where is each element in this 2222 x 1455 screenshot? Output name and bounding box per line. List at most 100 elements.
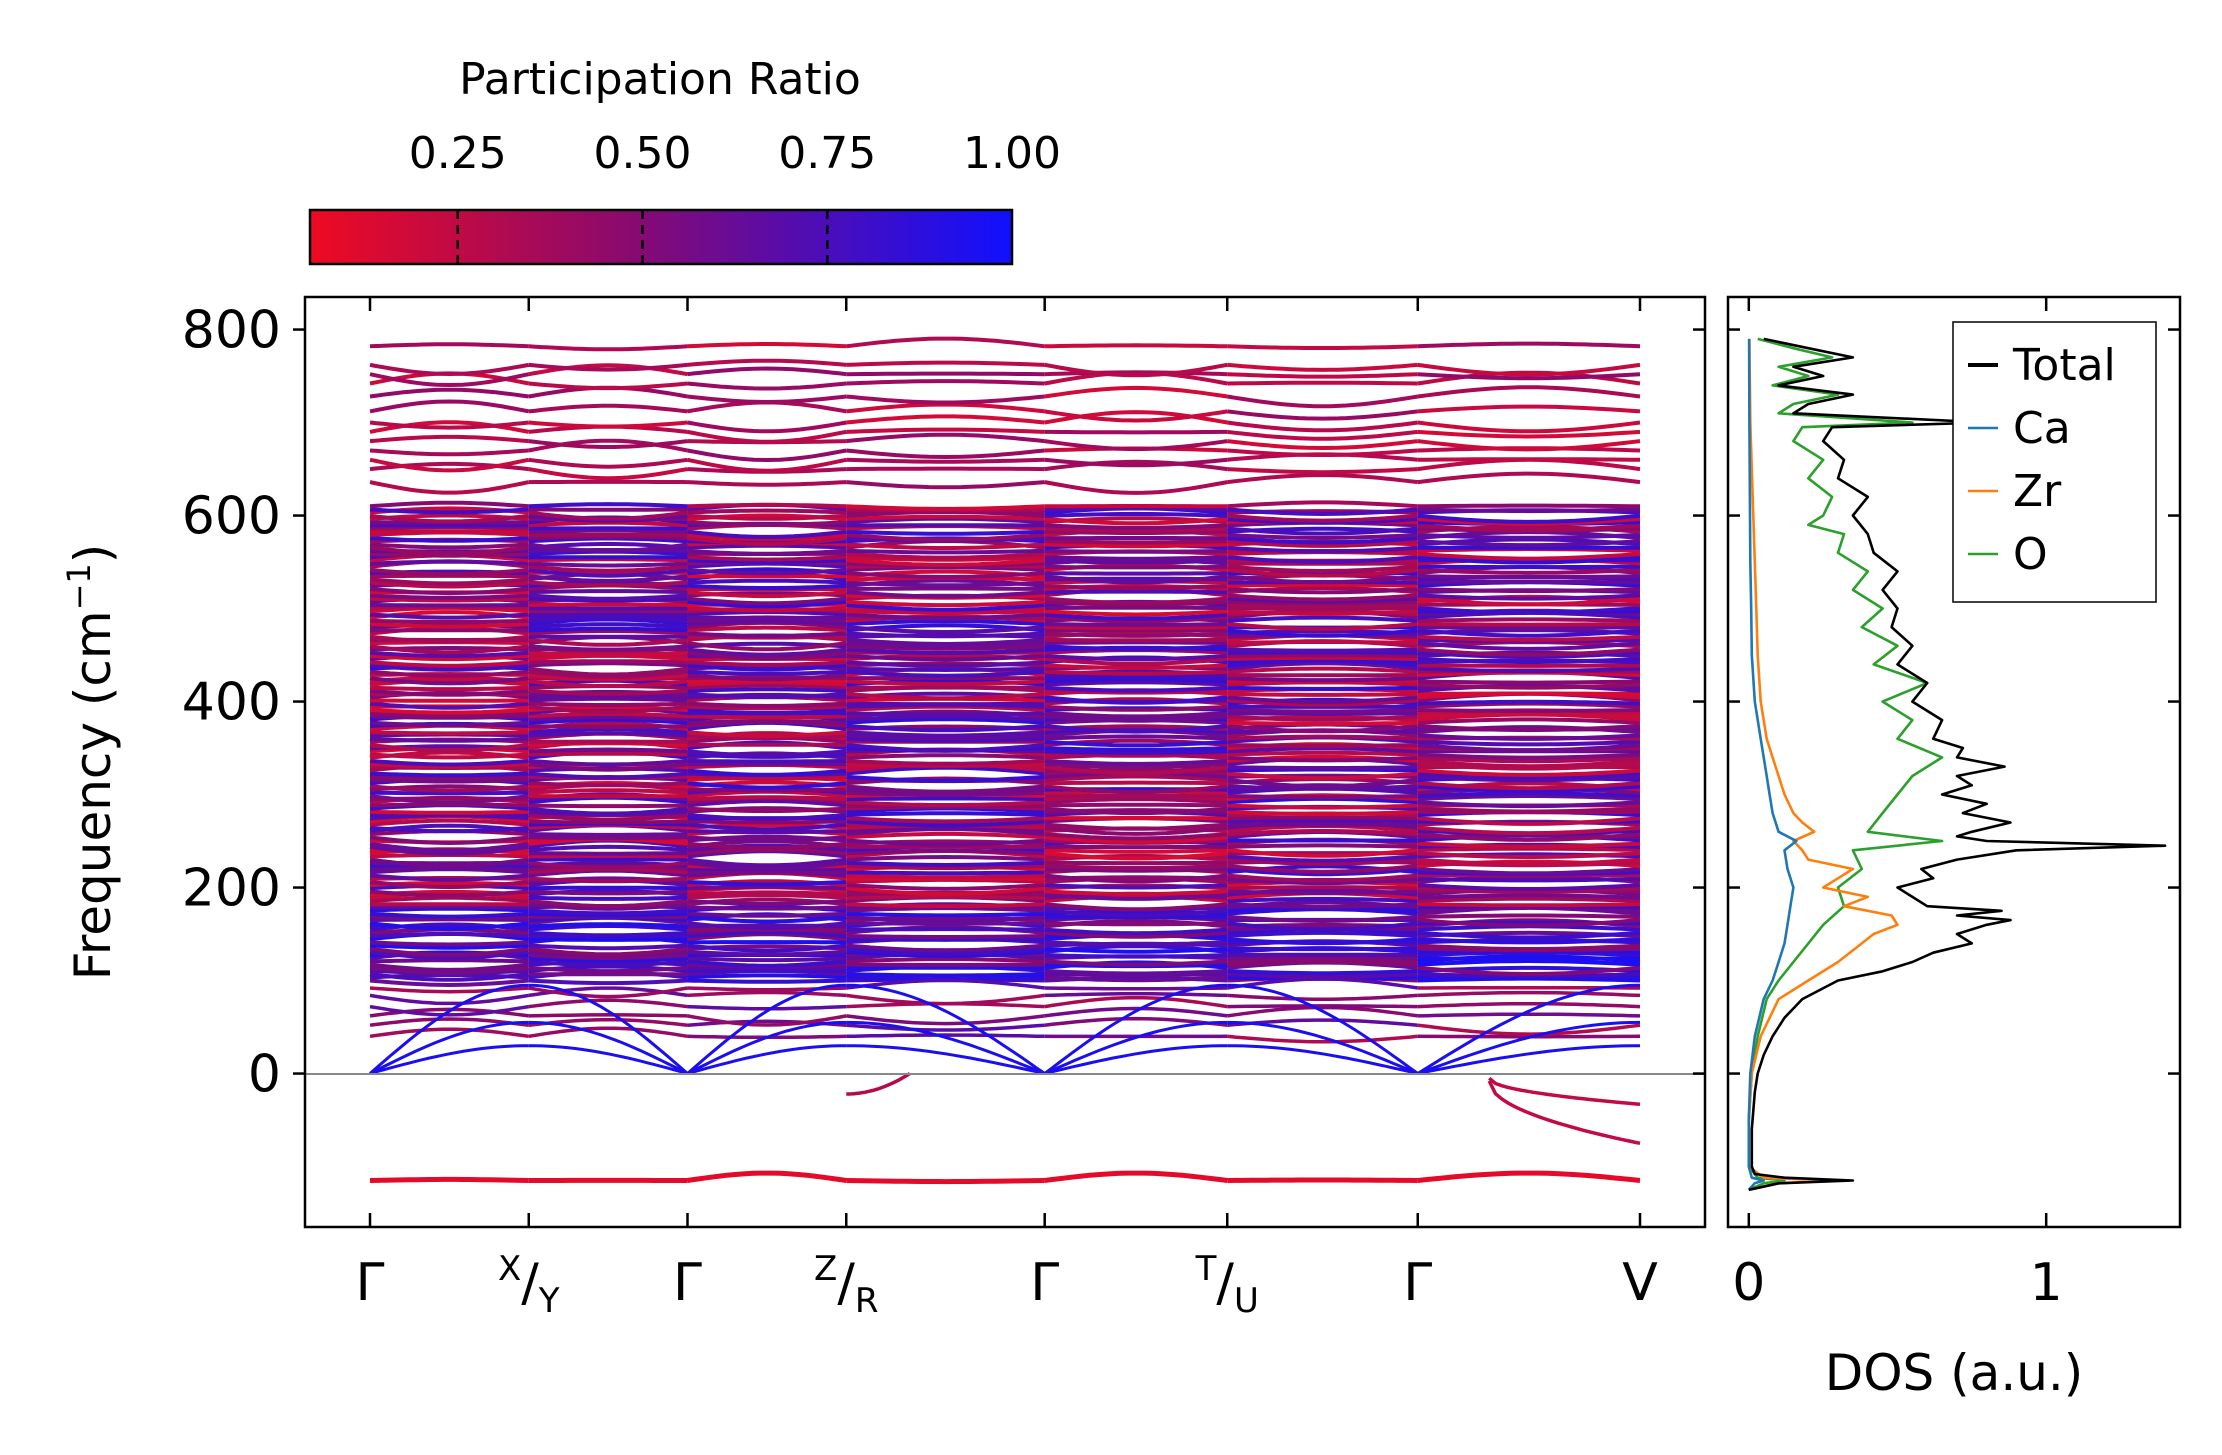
band-line (1044, 574, 1228, 585)
kpath-label-sep: / (521, 1253, 539, 1313)
band-line (369, 552, 529, 558)
band-line (369, 911, 529, 919)
band-line (528, 747, 688, 754)
y-tick-label: 400 (182, 673, 281, 733)
band-line (1417, 774, 1641, 783)
band-line (1044, 657, 1228, 666)
band-line (528, 528, 688, 534)
band-line (1417, 762, 1641, 771)
band-line (369, 663, 529, 672)
imaginary-mode (1417, 1170, 1641, 1183)
band-line (369, 736, 529, 743)
band-line (369, 602, 529, 608)
band-line (528, 467, 688, 481)
band-line (369, 676, 530, 686)
band-line (1227, 1004, 1418, 1009)
imaginary-mode (1227, 1177, 1418, 1183)
acoustic-band (846, 1044, 1046, 1075)
band-line (528, 589, 688, 595)
band-line (846, 906, 1045, 913)
band-line (1044, 609, 1228, 617)
band-line (846, 743, 1045, 753)
band-line (369, 873, 529, 882)
acoustic-band (369, 983, 529, 1075)
band-line (528, 457, 688, 469)
band-line (687, 683, 847, 690)
band-line (687, 758, 847, 764)
band-line (1417, 641, 1641, 651)
band-line (528, 781, 688, 788)
kpath-label-sup: X (498, 1249, 521, 1289)
band-line (846, 666, 1045, 673)
band-line (846, 612, 1045, 620)
band-line (687, 578, 847, 585)
band-line (846, 902, 1045, 909)
band-line (1417, 625, 1641, 630)
band-line (1417, 723, 1641, 733)
band-line (846, 641, 1045, 649)
y-tick-label: 200 (182, 859, 281, 919)
band-line (369, 596, 529, 603)
band-line (369, 771, 529, 778)
band-line (528, 661, 688, 668)
band-line (369, 784, 529, 793)
band-line (528, 381, 688, 391)
band-line (1417, 539, 1641, 548)
band-line (846, 819, 1045, 828)
band-line (846, 894, 1045, 900)
band-line (369, 889, 529, 898)
band-line (846, 371, 1045, 377)
band-line (846, 972, 1045, 978)
band-line (846, 402, 1045, 414)
band-line (1417, 857, 1641, 867)
band-line (1417, 712, 1641, 719)
band-line (1044, 644, 1228, 652)
band-line (1227, 639, 1418, 646)
band-line (846, 870, 1045, 876)
band-line (528, 564, 688, 573)
band-line (846, 504, 1045, 511)
band-line (528, 669, 688, 679)
band-line (1417, 851, 1641, 860)
band-line (1417, 634, 1641, 642)
soft-mode (1488, 1076, 1641, 1106)
band-line (1227, 809, 1418, 816)
band-line (1417, 800, 1641, 809)
dos-x-tick-label: 1 (2030, 1253, 2063, 1313)
kpath-label: Γ (673, 1253, 702, 1313)
band-line (1044, 995, 1228, 1009)
band-line (1227, 695, 1418, 704)
band-line (369, 895, 529, 903)
band-line (369, 841, 530, 853)
band-line (369, 940, 529, 947)
band-line (1227, 593, 1418, 602)
band-line (687, 787, 847, 793)
band-line (528, 363, 688, 377)
band-line (1044, 589, 1228, 595)
acoustic-band (1227, 1020, 1419, 1075)
band-line (846, 555, 1045, 562)
band-line (846, 653, 1045, 662)
band-line (528, 593, 688, 601)
band-line (687, 663, 847, 672)
band-line (846, 774, 1045, 783)
kpath-label: Z/R (814, 1249, 878, 1321)
kpath-label: Γ (1403, 1253, 1432, 1313)
band-line (687, 768, 847, 777)
band-line (528, 885, 688, 891)
band-line (1227, 778, 1418, 789)
band-line (528, 637, 688, 647)
band-line (1417, 517, 1641, 527)
band-line (1417, 362, 1641, 377)
band-line (846, 586, 1045, 591)
band-line (369, 965, 530, 975)
band-line (1044, 640, 1228, 646)
acoustic-band (1417, 1020, 1641, 1075)
acoustic-band (1227, 1044, 1419, 1075)
band-line (846, 427, 1045, 434)
band-line (1227, 372, 1418, 379)
acoustic-band (686, 1020, 847, 1075)
band-line (1227, 676, 1418, 683)
band-line (687, 583, 847, 590)
